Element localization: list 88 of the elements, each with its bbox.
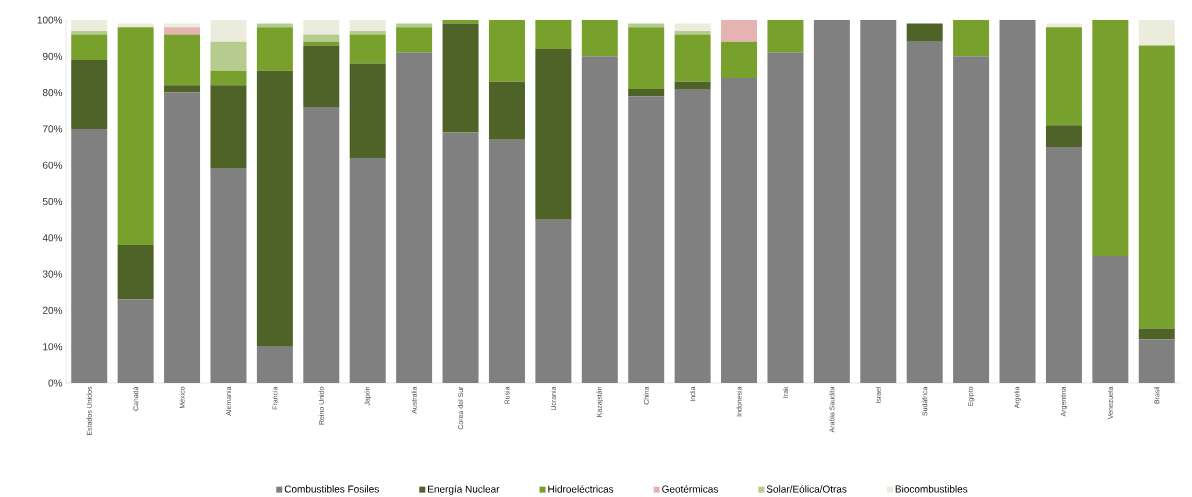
bar [488,19,525,82]
bar [442,23,479,133]
y-tick-label: 40% [42,234,63,242]
bar [1045,147,1082,383]
bar [442,132,479,383]
bar [117,27,154,246]
bar [1138,328,1175,340]
bar [488,81,525,140]
bar [210,85,247,169]
bar [1092,19,1129,256]
bar [164,27,201,35]
bar [396,52,433,383]
legend-label: Geotérmicas [662,485,718,493]
bar [164,34,201,86]
bar [71,128,108,383]
bar [210,41,247,71]
bar [721,41,758,79]
bar [164,92,201,383]
bar [349,34,386,64]
bar [1138,339,1175,383]
bar [488,139,525,383]
bar [1045,125,1082,148]
bar [721,78,758,383]
bar [303,19,340,35]
bar [349,19,386,31]
bar [1138,45,1175,329]
bar [1092,255,1129,383]
bar [674,23,711,31]
bar [303,45,340,108]
bar [953,56,990,383]
legend-label: Combustibles Fosiles [284,485,379,493]
bar [1045,27,1082,126]
bar [71,30,108,35]
bar [1138,19,1175,46]
bar [999,19,1036,383]
bar [303,34,340,42]
bar [396,27,433,53]
y-tick-label: 90% [42,52,63,60]
bar [349,157,386,383]
bar [535,219,572,383]
bar [71,59,108,129]
y-tick-label: 60% [42,161,63,169]
bar [674,34,711,82]
bar [164,85,201,93]
legend-label: Solar/Eólica/Otras [766,485,847,493]
bar [256,70,293,347]
bar [674,81,711,89]
bar [256,346,293,383]
bar [721,19,758,42]
legend-label: Hidroeléctricas [548,485,614,493]
y-tick-label: 70% [42,125,63,133]
legend-label: Energía Nuclear [428,485,500,495]
bar [210,19,247,42]
y-tick-label: 10% [43,343,63,351]
bar [442,19,479,24]
bar [767,19,804,53]
bar [117,299,154,383]
bar [628,27,665,89]
bar [628,96,665,383]
bar [303,107,340,383]
bar [674,30,711,35]
bar [210,168,247,383]
bar [906,23,943,42]
bar [210,70,247,86]
y-tick-label: 30% [42,270,63,278]
bar [349,30,386,35]
bar [906,41,943,383]
bar [767,52,804,383]
y-tick-label: 50% [42,197,63,206]
y-tick-label: 0% [48,379,63,387]
bar [535,19,572,50]
bar [349,63,386,158]
y-tick-label: 100% [37,16,63,24]
bar [581,19,618,57]
legend-label: Biocombustibles [895,485,968,493]
bar [117,245,154,300]
bar [71,34,108,60]
bar [628,88,665,97]
y-tick-label: 20% [42,306,63,314]
y-tick-label: 80% [42,89,63,97]
bar [535,49,572,220]
bar [953,19,990,57]
bar [71,19,108,31]
bar [581,56,618,383]
bar [256,27,293,71]
bar [813,19,850,383]
bar [860,19,897,383]
bar [674,88,711,383]
